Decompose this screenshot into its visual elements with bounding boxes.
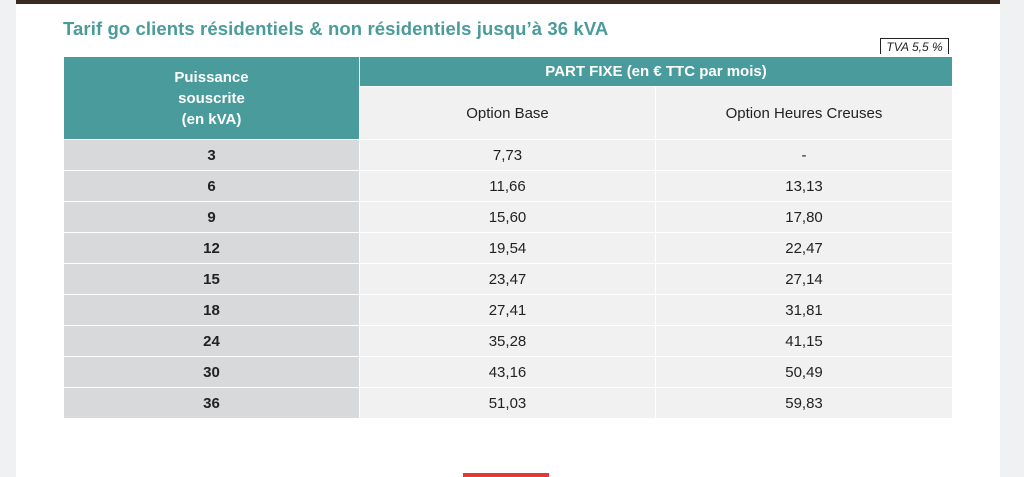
hc-price-cell: 31,81 <box>654 294 954 326</box>
power-header-line-2: souscrite <box>178 89 245 107</box>
tariff-table: Puissance souscrite (en kVA) PART FIXE (… <box>63 55 954 419</box>
base-price-cell: 23,47 <box>359 263 656 295</box>
table-title: Tarif go clients résidentiels & non rési… <box>63 18 609 39</box>
kva-cell: 12 <box>63 232 360 264</box>
base-price-cell: 11,66 <box>359 170 656 202</box>
kva-cell: 9 <box>63 201 360 233</box>
table-row: 30 43,16 50,49 <box>63 356 954 388</box>
kva-cell: 24 <box>63 325 360 357</box>
kva-cell: 36 <box>63 387 360 419</box>
kva-cell: 6 <box>63 170 360 202</box>
table-row: 3 7,73 - <box>63 139 954 171</box>
hc-price-cell: 22,47 <box>654 232 954 264</box>
tva-badge: TVA 5,5 % <box>880 38 949 54</box>
option-hc-header: Option Heures Creuses <box>654 86 954 140</box>
option-base-header: Option Base <box>359 86 656 140</box>
kva-cell: 18 <box>63 294 360 326</box>
base-price-cell: 51,03 <box>359 387 656 419</box>
hc-price-cell: 27,14 <box>654 263 954 295</box>
hc-price-cell: 13,13 <box>654 170 954 202</box>
base-price-cell: 19,54 <box>359 232 656 264</box>
bottom-red-mark <box>463 473 549 477</box>
fixed-part-header: PART FIXE (en € TTC par mois) <box>358 55 954 88</box>
kva-cell: 15 <box>63 263 360 295</box>
base-price-cell: 7,73 <box>359 139 656 171</box>
base-price-cell: 15,60 <box>359 201 656 233</box>
power-column-header: Puissance souscrite (en kVA) <box>63 56 360 140</box>
hc-price-cell: - <box>654 139 954 171</box>
base-price-cell: 27,41 <box>359 294 656 326</box>
hc-price-cell: 59,83 <box>654 387 954 419</box>
table-body: 3 7,73 - 6 11,66 13,13 9 15,60 17,80 12 … <box>63 139 954 419</box>
table-row: 12 19,54 22,47 <box>63 232 954 264</box>
table-row: 18 27,41 31,81 <box>63 294 954 326</box>
hc-price-cell: 50,49 <box>654 356 954 388</box>
table-row: 6 11,66 13,13 <box>63 170 954 202</box>
power-header-line-1: Puissance <box>174 68 249 86</box>
kva-cell: 30 <box>63 356 360 388</box>
base-price-cell: 35,28 <box>359 325 656 357</box>
power-header-line-3: (en kVA) <box>181 110 242 128</box>
hc-price-cell: 17,80 <box>654 201 954 233</box>
top-dark-bar <box>16 0 1000 4</box>
table-row: 15 23,47 27,14 <box>63 263 954 295</box>
kva-cell: 3 <box>63 139 360 171</box>
hc-price-cell: 41,15 <box>654 325 954 357</box>
table-row: 9 15,60 17,80 <box>63 201 954 233</box>
table-row: 24 35,28 41,15 <box>63 325 954 357</box>
base-price-cell: 43,16 <box>359 356 656 388</box>
table-row: 36 51,03 59,83 <box>63 387 954 419</box>
